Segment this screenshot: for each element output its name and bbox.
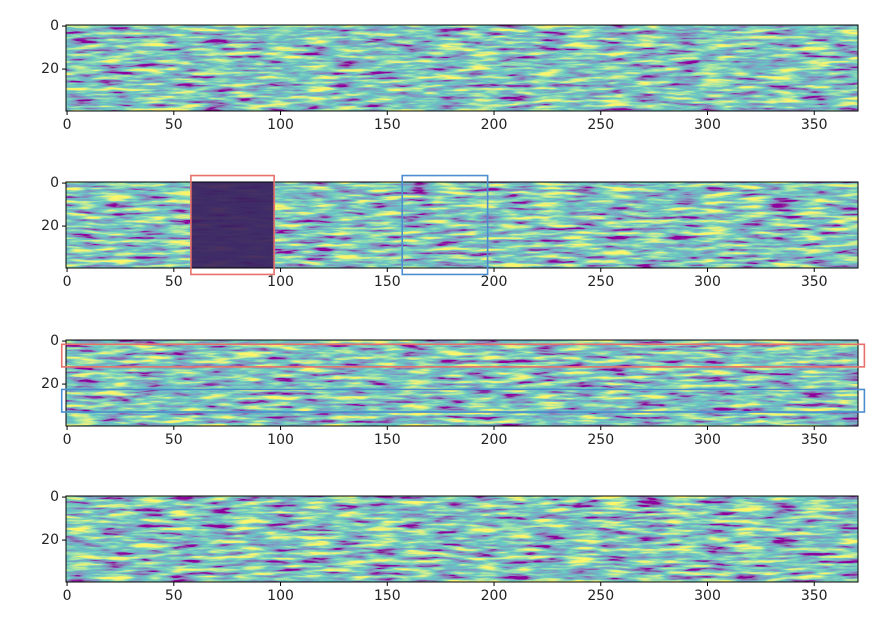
x-tick-label: 350	[801, 274, 828, 290]
x-tick-label: 300	[694, 117, 721, 133]
time-mask	[190, 182, 275, 268]
x-tick-label: 100	[267, 274, 294, 290]
axes-frame	[65, 495, 859, 583]
x-tick-label: 50	[165, 274, 183, 290]
highlight-box	[190, 174, 275, 276]
x-tick-label: 50	[165, 117, 183, 133]
x-tick-label: 250	[587, 117, 614, 133]
x-tick-label: 200	[481, 117, 508, 133]
y-tick-label: 0	[50, 489, 59, 505]
x-tick-label: 0	[63, 588, 72, 604]
highlight-box	[401, 174, 489, 276]
spectrogram-image	[66, 340, 858, 426]
y-tick-label: 0	[50, 175, 59, 191]
axes-frame	[65, 24, 859, 112]
y-tick-label: 20	[41, 218, 59, 234]
highlight-box	[60, 388, 866, 413]
x-tick-label: 250	[587, 432, 614, 448]
x-tick-label: 150	[374, 117, 401, 133]
x-tick-label: 100	[267, 117, 294, 133]
x-tick-label: 350	[801, 432, 828, 448]
x-tick-label: 0	[63, 117, 72, 133]
x-tick-label: 150	[374, 588, 401, 604]
highlight-box	[60, 343, 866, 368]
x-tick-label: 200	[481, 588, 508, 604]
spectrogram-image	[66, 182, 858, 268]
x-tick-label: 0	[63, 274, 72, 290]
x-tick-label: 50	[165, 432, 183, 448]
x-tick-label: 50	[165, 588, 183, 604]
x-tick-label: 100	[267, 588, 294, 604]
axes-frame	[65, 339, 859, 427]
x-tick-label: 200	[481, 274, 508, 290]
x-tick-label: 300	[694, 432, 721, 448]
x-tick-label: 250	[587, 274, 614, 290]
x-tick-label: 150	[374, 274, 401, 290]
spectrogram-image	[66, 25, 858, 111]
y-tick-label: 0	[50, 333, 59, 349]
x-tick-label: 250	[587, 588, 614, 604]
y-tick-label: 20	[41, 376, 59, 392]
y-tick-label: 20	[41, 61, 59, 77]
x-tick-label: 200	[481, 432, 508, 448]
y-tick-label: 0	[50, 18, 59, 34]
x-tick-label: 0	[63, 432, 72, 448]
x-tick-label: 150	[374, 432, 401, 448]
x-tick-label: 350	[801, 117, 828, 133]
x-tick-label: 350	[801, 588, 828, 604]
x-tick-label: 100	[267, 432, 294, 448]
spectrogram-image	[66, 496, 858, 582]
y-tick-label: 20	[41, 532, 59, 548]
axes-frame	[65, 181, 859, 269]
x-tick-label: 300	[694, 588, 721, 604]
x-tick-label: 300	[694, 274, 721, 290]
